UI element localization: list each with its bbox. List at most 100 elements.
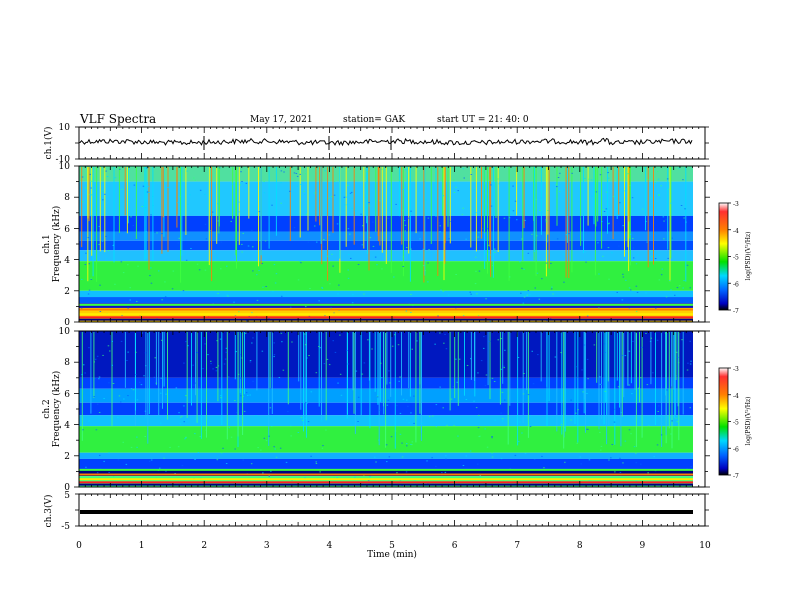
spec-speckle: [407, 217, 409, 219]
spec-streak: [200, 332, 202, 439]
spec-speckle: [475, 212, 477, 214]
spec-streak: [196, 332, 198, 423]
spec-speckle: [650, 197, 652, 199]
spec-speckle: [241, 181, 243, 182]
spec-streak: [497, 167, 499, 252]
spec-speckle: [346, 350, 348, 351]
spec-line: [79, 483, 693, 486]
spec-speckle: [681, 339, 683, 341]
spec-speckle: [88, 347, 90, 349]
spec-speckle: [607, 172, 609, 174]
spec-speckle: [636, 291, 639, 293]
spec-speckle: [686, 369, 689, 371]
spec-speckle: [241, 251, 243, 253]
spec-speckle: [177, 242, 180, 244]
spec-speckle: [398, 179, 401, 181]
spec-speckle: [529, 294, 531, 296]
spec-speckle: [424, 270, 426, 272]
spec-streak: [167, 167, 169, 252]
spec-speckle: [445, 455, 447, 457]
spec-speckle: [402, 266, 404, 267]
spec-speckle: [108, 472, 110, 473]
spec-speckle: [194, 433, 196, 435]
spec-speckle: [488, 340, 491, 342]
spec-streak: [522, 332, 524, 423]
spec-streak: [104, 167, 106, 253]
spec-speckle: [565, 234, 568, 236]
spec-speckle: [543, 467, 545, 469]
spec-speckle: [81, 374, 83, 376]
spec-speckle: [411, 441, 414, 443]
spec-speckle: [260, 449, 262, 451]
spec-speckle: [182, 290, 185, 292]
spec-speckle: [315, 463, 318, 464]
spec-speckle: [611, 444, 613, 445]
spec-speckle: [296, 175, 299, 177]
spec-speckle: [130, 216, 132, 218]
spec-speckle: [452, 386, 455, 387]
spec-speckle: [123, 398, 125, 400]
spec-speckle: [419, 251, 422, 253]
spec-streak: [608, 332, 610, 426]
spec-speckle: [388, 456, 391, 458]
spec-speckle: [528, 485, 530, 487]
spec-streak: [375, 167, 377, 232]
spec-speckle: [685, 221, 687, 223]
spec-speckle: [593, 344, 596, 346]
chart-title: VLF Spectra: [80, 112, 157, 126]
spec-speckle: [389, 382, 391, 384]
spec-speckle: [211, 211, 214, 213]
spec-speckle: [154, 357, 156, 359]
spec-speckle: [689, 287, 691, 289]
spec-speckle: [608, 459, 610, 461]
spec-speckle: [666, 389, 668, 391]
spec-speckle: [204, 193, 206, 195]
spec-speckle: [127, 264, 129, 266]
spec-streak: [304, 332, 306, 416]
spec-speckle: [584, 178, 586, 179]
spec-speckle: [527, 252, 530, 254]
spec-speckle: [508, 217, 511, 219]
spec-streak: [624, 167, 625, 257]
spec-speckle: [328, 197, 331, 199]
spec-streak: [671, 332, 673, 449]
spec-streak: [90, 332, 92, 414]
spec-speckle: [576, 442, 578, 444]
spec-speckle: [300, 262, 302, 264]
spec-speckle: [386, 461, 388, 463]
spec-speckle: [198, 386, 200, 388]
spec-speckle: [514, 454, 517, 456]
spec-speckle: [410, 443, 412, 445]
spec-streak: [353, 332, 355, 414]
spec-streak: [406, 167, 408, 215]
spec-speckle: [682, 287, 684, 289]
spec-speckle: [632, 257, 635, 259]
spec-streak: [571, 167, 573, 273]
spec-speckle: [625, 279, 627, 281]
spec-speckle: [84, 372, 86, 374]
spec-speckle: [628, 350, 631, 352]
spec-speckle: [158, 406, 161, 408]
spec-speckle: [261, 350, 264, 352]
spec-streak: [271, 332, 273, 414]
spec-speckle: [500, 368, 502, 370]
spec-speckle: [519, 421, 521, 423]
spec-speckle: [202, 368, 204, 370]
spec-speckle: [323, 246, 325, 248]
spec-speckle: [161, 233, 163, 235]
spec-speckle: [475, 407, 478, 409]
spec-speckle: [336, 223, 339, 225]
spec-speckle: [306, 402, 308, 404]
spec-speckle: [635, 310, 638, 312]
spec-speckle: [250, 463, 253, 465]
spec-speckle: [323, 239, 325, 241]
spec-streak: [561, 332, 563, 435]
spec-speckle: [301, 419, 304, 421]
spec-speckle: [622, 273, 624, 275]
spec-streak: [619, 332, 620, 408]
spec-speckle: [233, 301, 235, 303]
spec-speckle: [337, 382, 339, 384]
spec-speckle: [556, 186, 558, 188]
spec-speckle: [220, 452, 223, 454]
spec-streak: [563, 332, 565, 449]
